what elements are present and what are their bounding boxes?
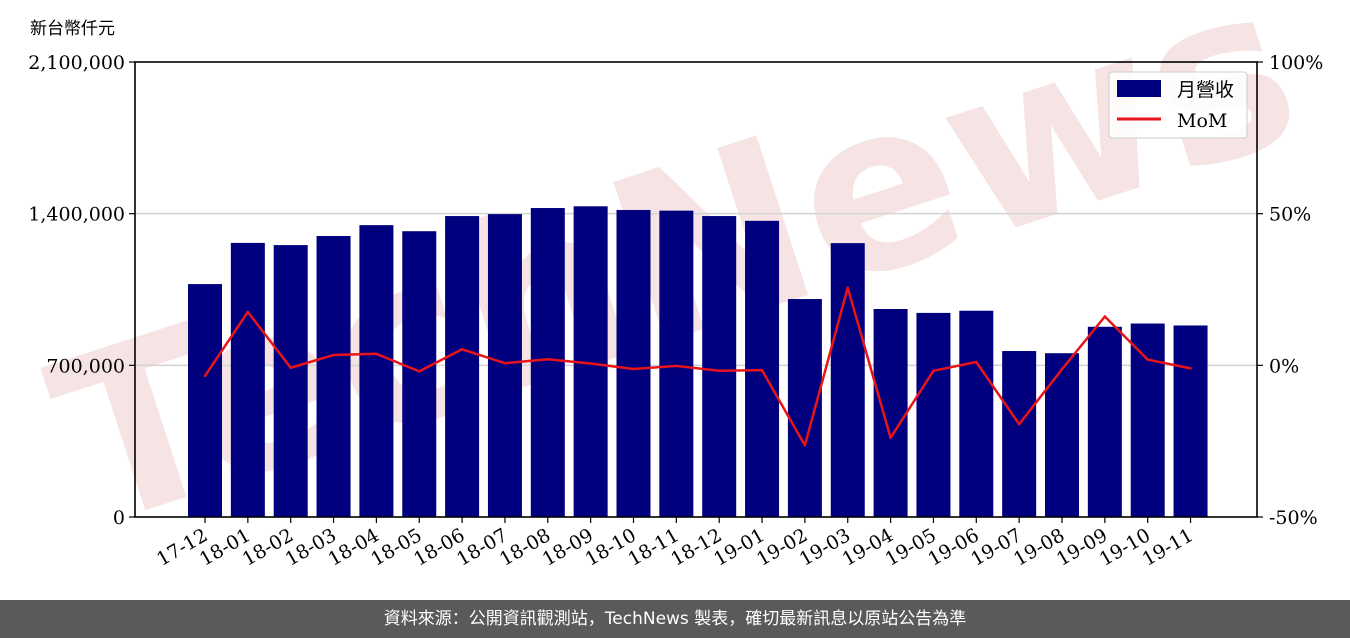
bar-19-06 — [959, 310, 994, 517]
left-tick-label: 0 — [113, 507, 125, 529]
legend-swatch-bars — [1117, 80, 1161, 97]
bar-18-02 — [273, 245, 308, 518]
bar-17-12 — [188, 284, 222, 517]
mom-point-18-05 — [418, 370, 421, 373]
mom-point-19-02 — [803, 444, 807, 447]
bar-19-09 — [1087, 326, 1122, 517]
legend-label-line: MoM — [1177, 110, 1227, 132]
bar-19-04 — [873, 309, 908, 517]
mom-point-19-01 — [760, 368, 764, 372]
mom-point-18-03 — [332, 353, 335, 357]
bar-18-06 — [445, 216, 480, 518]
mom-point-18-11 — [675, 364, 678, 368]
mom-point-18-06 — [460, 348, 464, 351]
mom-point-18-09 — [589, 362, 592, 365]
bar-18-10 — [616, 209, 651, 517]
mom-point-19-08 — [1060, 368, 1064, 371]
y-axis-title: 新台幣仟元 — [30, 19, 115, 39]
mom-point-18-07 — [503, 362, 507, 365]
bar-19-10 — [1130, 323, 1165, 517]
mom-point-18-02 — [289, 366, 292, 369]
mom-point-18-08 — [546, 358, 549, 361]
bar-18-08 — [530, 208, 565, 518]
bar-19-02 — [787, 299, 822, 517]
mom-line — [203, 286, 1191, 447]
right-tick-label: 0% — [1269, 355, 1299, 377]
bar-18-11 — [659, 210, 694, 517]
bar-19-05 — [916, 312, 951, 517]
left-tick-label: 1,400,000 — [28, 204, 125, 226]
x-tick-label-19-11: 19-11 — [1139, 524, 1197, 570]
mom-point-19-07 — [1017, 422, 1021, 426]
mom-point-19-09 — [1103, 315, 1107, 318]
mom-point-19-06 — [975, 360, 978, 364]
bar-19-03 — [830, 243, 865, 517]
left-tick-label: 2,100,000 — [28, 52, 125, 74]
bar-19-08 — [1045, 353, 1079, 517]
footer-source-bar: 資料來源：公開資訊觀測站，TechNews 製表，確切最新訊息以原站公告為準 — [0, 600, 1350, 638]
mom-point-17-12 — [203, 374, 207, 378]
mom-point-19-05 — [932, 369, 935, 372]
mom-point-19-04 — [889, 436, 892, 440]
mom-point-18-04 — [375, 352, 378, 356]
bar-18-12 — [702, 216, 737, 518]
right-tick-label: 50% — [1269, 204, 1311, 226]
bar-18-04 — [359, 225, 394, 517]
bar-19-11 — [1173, 325, 1208, 517]
mom-point-19-11 — [1189, 367, 1192, 370]
chart-svg: TechNews0700,0001,400,0002,100,000-50%0%… — [26, 0, 1326, 580]
bar-18-03 — [316, 235, 351, 517]
left-tick-label: 700,000 — [46, 355, 125, 377]
mom-point-18-01 — [246, 310, 250, 314]
mom-point-19-03 — [846, 286, 849, 289]
bar-18-01 — [230, 242, 265, 517]
mom-point-18-12 — [718, 369, 721, 372]
bar-18-05 — [402, 231, 437, 517]
bar-19-07 — [1002, 351, 1037, 517]
mom-point-18-10 — [632, 367, 635, 371]
right-tick-label: -50% — [1269, 507, 1318, 529]
bar-18-07 — [487, 214, 522, 517]
legend-label-bars: 月營收 — [1177, 79, 1234, 101]
bar-19-01 — [745, 220, 780, 518]
right-tick-label: 100% — [1269, 52, 1323, 74]
legend: 月營收 MoM — [1108, 71, 1248, 139]
plot-frame — [134, 61, 1258, 518]
chart-area: 新台幣仟元 TechNews0700,0001,400,0002,100,000… — [26, 0, 1326, 580]
mom-point-19-10 — [1146, 358, 1149, 361]
footer-source-text: 資料來源：公開資訊觀測站，TechNews 製表，確切最新訊息以原站公告為準 — [383, 609, 967, 629]
